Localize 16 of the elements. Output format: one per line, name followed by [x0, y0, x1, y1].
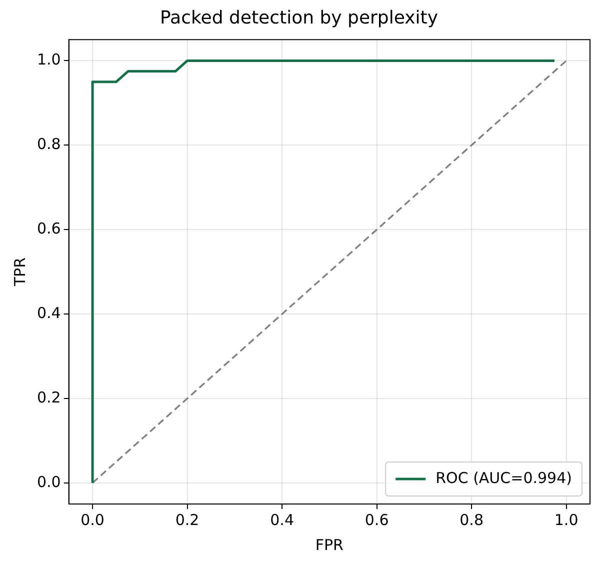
y-tick-label: 0.0	[36, 472, 61, 491]
y-axis-title: TPR	[10, 257, 29, 288]
y-tick-label: 1.0	[36, 50, 61, 69]
y-tick-label: 0.8	[36, 135, 61, 154]
y-tick-label: 0.2	[36, 388, 61, 406]
chart-title: Packed detection by perplexity	[160, 7, 438, 28]
y-tick-label: 0.6	[36, 219, 61, 238]
x-tick-label: 0.6	[364, 510, 389, 529]
x-tick-label: 0.4	[270, 510, 294, 529]
x-tick-label: 0.0	[80, 510, 104, 529]
x-tick-label: 1.0	[554, 510, 578, 529]
x-tick-label: 0.2	[175, 510, 200, 529]
x-tick-label: 0.8	[460, 510, 484, 529]
y-tick-label: 0.4	[36, 304, 61, 322]
legend-label: ROC (AUC=0.994)	[436, 468, 572, 487]
x-axis-title: FPR	[315, 536, 344, 554]
